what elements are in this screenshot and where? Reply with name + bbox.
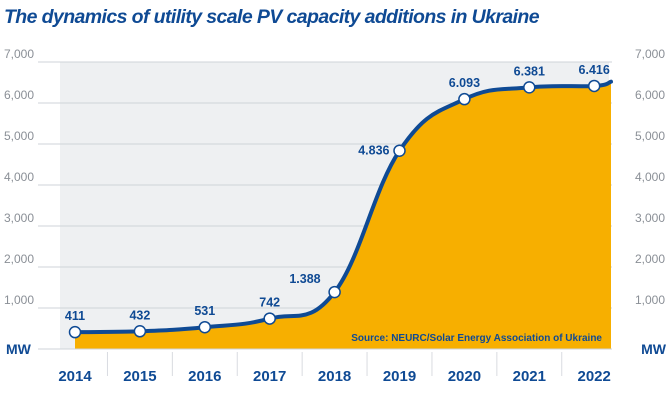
data-point (523, 81, 536, 94)
y-tick-right: 1,000 (635, 293, 665, 307)
y-tick-left: 2,000 (4, 252, 34, 266)
y-unit-left: MW (6, 341, 32, 357)
x-tick-label: 2019 (383, 368, 416, 385)
data-label: 411 (65, 309, 85, 323)
data-point (458, 92, 471, 106)
series-line (73, 79, 613, 335)
y-tick-right: 5,000 (635, 129, 665, 143)
source-note: Source: NEURC/Solar Energy Association o… (351, 333, 602, 344)
y-unit-right: MW (641, 341, 667, 357)
data-label: 6.416 (579, 63, 610, 77)
chart-title: The dynamics of utility scale PV capacit… (4, 6, 540, 28)
data-point (263, 312, 276, 325)
data-label: 6.381 (514, 64, 545, 78)
y-tick-left: 7,000 (4, 47, 34, 61)
x-tick-label: 2021 (513, 368, 546, 385)
x-tick-label: 2018 (318, 368, 351, 385)
data-label: 531 (194, 304, 215, 318)
data-point (68, 325, 82, 339)
y-tick-left: 6,000 (4, 88, 34, 102)
y-tick-right: 6,000 (635, 88, 665, 102)
x-tick-label: 2022 (578, 368, 611, 385)
y-tick-right: 4,000 (635, 170, 665, 184)
x-tick-label: 2020 (448, 368, 481, 385)
y-tick-left: 5,000 (4, 129, 34, 143)
data-label: 4.836 (358, 144, 389, 158)
y-tick-left: 4,000 (4, 170, 34, 184)
data-label: 742 (259, 296, 280, 310)
y-tick-right: 2,000 (635, 252, 665, 266)
data-point (587, 79, 601, 93)
x-tick-label: 2014 (58, 368, 92, 385)
data-label: 1.388 (289, 272, 320, 286)
data-label: 432 (129, 308, 150, 322)
y-tick-right: 3,000 (635, 211, 665, 225)
data-point (393, 144, 406, 157)
y-tick-left: 1,000 (4, 293, 34, 307)
x-tick-label: 2016 (188, 368, 221, 385)
y-tick-left: 3,000 (4, 211, 34, 225)
data-point (198, 320, 212, 334)
x-tick-label: 2015 (123, 368, 156, 385)
area-fill (75, 81, 611, 350)
data-point (133, 325, 147, 338)
x-tick-label: 2017 (253, 368, 286, 385)
data-point (328, 285, 341, 299)
data-label: 6.093 (449, 76, 480, 90)
y-tick-right: 7,000 (635, 47, 665, 61)
